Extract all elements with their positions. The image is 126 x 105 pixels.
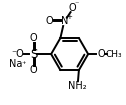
Text: NH₂: NH₂ bbox=[68, 81, 86, 91]
Text: O: O bbox=[45, 16, 53, 26]
Text: CH₃: CH₃ bbox=[106, 50, 122, 59]
Text: +: + bbox=[66, 14, 72, 20]
Text: O: O bbox=[69, 3, 76, 13]
Text: O: O bbox=[30, 65, 37, 75]
Text: ⁺: ⁺ bbox=[21, 60, 26, 69]
Text: ⁻O: ⁻O bbox=[11, 49, 24, 59]
Text: O: O bbox=[97, 49, 105, 59]
Text: ⁻: ⁻ bbox=[75, 0, 79, 8]
Text: N: N bbox=[61, 16, 69, 26]
Text: Na: Na bbox=[9, 59, 23, 69]
Text: S: S bbox=[30, 48, 37, 61]
Text: O: O bbox=[30, 33, 37, 43]
